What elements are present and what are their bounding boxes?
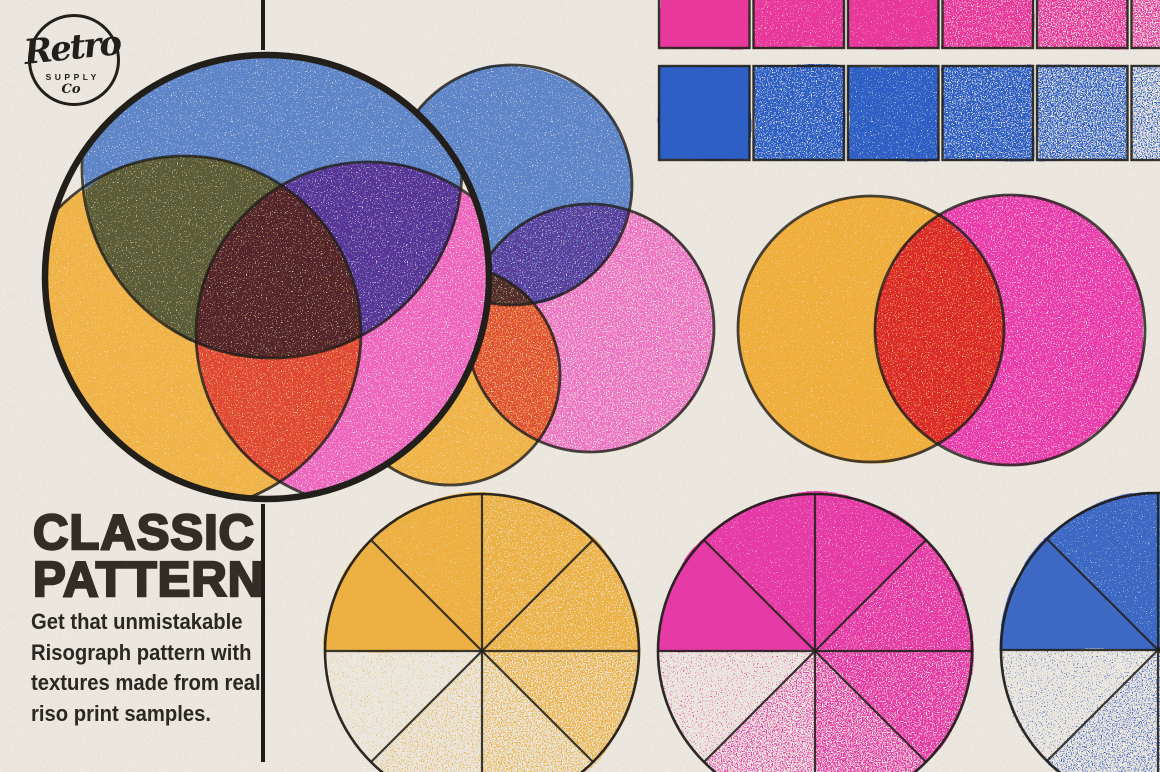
pink-swatch-row-swatch-6 [1131, 0, 1160, 48]
wheel-pink-wedge-8 [656, 651, 815, 764]
pink-swatch-row-swatch-1 [659, 0, 750, 48]
wheel-yellow-ring [323, 492, 641, 772]
blue-swatch-row-swatch-6 [1131, 66, 1160, 160]
wheel-pink-spoke-4 [703, 539, 927, 763]
blue-swatch-row-swatch-border-4 [941, 64, 1035, 162]
pink-swatch-row-swatch-border-4 [941, 0, 1035, 50]
blue-swatch-row-swatch-1 [659, 66, 750, 160]
venn-right-circle-pink [875, 195, 1145, 465]
texture-wheel-blue [999, 491, 1160, 772]
blue-swatch-row-swatch-2 [753, 66, 844, 160]
pink-swatch-row-swatch-border-2 [752, 0, 846, 50]
pink-swatch-row-swatch-3 [848, 0, 939, 48]
wheel-blue-ring [999, 491, 1160, 772]
pink-swatch-row-swatch-border-5 [1035, 0, 1129, 50]
venn-large-outline-pink [194, 160, 489, 499]
wheel-blue-wedge-1 [999, 537, 1158, 650]
pink-swatch-row [657, 0, 1160, 50]
wheel-blue-wedge-8 [999, 650, 1158, 763]
wheel-blue-wedge-2 [1045, 491, 1158, 650]
pink-swatch-row-swatch-border-6 [1130, 0, 1160, 50]
pink-swatch-row-swatch-2 [753, 0, 844, 48]
wheel-yellow-wedge-2 [369, 492, 482, 651]
wheel-yellow-wedge-6 [482, 651, 595, 772]
wheel-blue-spoke-4 [1046, 538, 1160, 654]
venn-right [736, 193, 1147, 467]
wheel-pink-wedge-1 [656, 538, 815, 651]
wheel-yellow-wedge-1 [323, 538, 482, 651]
blue-swatch-row [657, 64, 1160, 162]
blue-swatch-row-swatch-border-3 [846, 64, 940, 162]
venn-large-outline-yellow [45, 154, 363, 499]
divider-line-top [261, 0, 265, 50]
venn-middle-circle-pink [466, 204, 714, 452]
blue-swatch-row-swatch-border-2 [752, 64, 846, 162]
venn-right-outline-yellow [736, 194, 1006, 464]
wheel-yellow-wedge-5 [482, 651, 641, 764]
blue-swatch-row-swatch-5 [1037, 66, 1128, 160]
wheel-blue-wedge-7 [1045, 650, 1158, 772]
blue-swatch-row-swatch-border-5 [1035, 64, 1129, 162]
venn-large-outer-ring [41, 51, 493, 503]
wheel-pink-wedge-3 [815, 492, 928, 651]
venn-right-outline-pink [873, 193, 1147, 467]
wheel-yellow-wedge-8 [323, 651, 482, 764]
blue-swatch-row-swatch-border-1 [657, 64, 751, 162]
pink-swatch-row-swatch-border-3 [846, 0, 940, 50]
pink-swatch-row-swatch-4 [942, 0, 1033, 48]
wheel-pink-wedge-2 [702, 492, 815, 651]
blue-swatch-row-swatch-border-6 [1130, 64, 1160, 162]
blue-swatch-row-swatch-4 [942, 66, 1033, 160]
pink-swatch-row-swatch-border-1 [657, 0, 751, 50]
texture-wheel-pink [656, 492, 974, 772]
pink-swatch-row-swatch-5 [1037, 0, 1128, 48]
wheel-pink-wedge-6 [815, 651, 928, 772]
wheel-yellow-wedge-3 [482, 492, 595, 651]
blue-swatch-row-swatch-3 [848, 66, 939, 160]
wheel-yellow-wedge-4 [482, 538, 641, 651]
wheel-yellow-spoke-4 [370, 539, 594, 763]
wheel-pink-wedge-7 [702, 651, 815, 772]
divider-line-bottom [261, 504, 265, 762]
wheel-yellow-wedge-7 [369, 651, 482, 772]
wheel-pink-wedge-4 [815, 538, 974, 651]
wheel-pink-wedge-5 [815, 651, 974, 764]
texture-wheel-yellow [323, 492, 641, 772]
wheel-pink-ring [656, 492, 974, 772]
